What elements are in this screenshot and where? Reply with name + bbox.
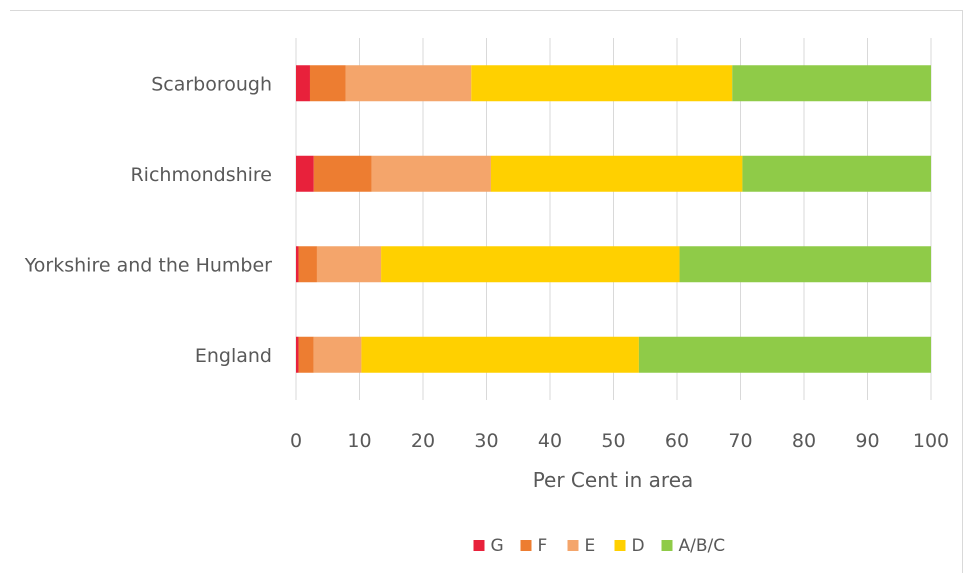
- category-label: Scarborough: [151, 73, 272, 95]
- bar-segment-abc: [638, 336, 931, 373]
- bars: [296, 65, 931, 373]
- bar-segment-e: [371, 155, 491, 192]
- bar-segment-f: [298, 246, 317, 283]
- bar-segment-e: [313, 336, 362, 373]
- bar-segment-abc: [732, 65, 931, 102]
- x-axis-title: Per Cent in area: [533, 468, 694, 492]
- bar-segment-d: [490, 155, 743, 192]
- bar-segment-abc: [679, 246, 931, 283]
- x-tick-label: 70: [728, 430, 752, 452]
- legend-label: D: [632, 536, 645, 556]
- bar-segment-f: [298, 336, 314, 373]
- bar-segment-f: [309, 65, 346, 102]
- x-tick-label: 40: [538, 430, 562, 452]
- chart-frame: [10, 10, 963, 573]
- bar-segment-d: [471, 65, 733, 102]
- x-tick-labels: 0 10 20 30 40 50 60 70 80 90 100: [290, 430, 949, 452]
- bar-segment-g: [296, 246, 299, 283]
- bar-segment-g: [296, 65, 310, 102]
- x-tick-label: 0: [290, 430, 302, 452]
- category-label: Richmondshire: [130, 164, 272, 186]
- legend-swatch: [661, 540, 673, 551]
- category-label: England: [195, 345, 272, 367]
- x-tick-label: 80: [792, 430, 816, 452]
- x-tick-label: 30: [474, 430, 498, 452]
- legend-label: E: [585, 536, 596, 556]
- bar-segment-g: [296, 155, 314, 192]
- bar-segment-g: [296, 336, 299, 373]
- legend-swatch: [567, 540, 579, 551]
- legend-swatch: [520, 540, 532, 551]
- legend-label: F: [538, 536, 548, 556]
- legend-swatch: [614, 540, 626, 551]
- category-label: Yorkshire and the Humber: [24, 254, 272, 276]
- legend-label: G: [491, 536, 504, 556]
- category-labels: Scarborough Richmondshire Yorkshire and th…: [24, 73, 272, 367]
- legend-swatch: [473, 540, 485, 551]
- bar-segment-e: [316, 246, 382, 283]
- bar-segment-f: [313, 155, 372, 192]
- x-tick-label: 20: [411, 430, 435, 452]
- x-tick-label: 60: [665, 430, 689, 452]
- bar-segment-abc: [742, 155, 931, 192]
- legend-label: A/B/C: [679, 536, 726, 556]
- legend: G F E D A/B/C: [473, 536, 726, 556]
- x-tick-label: 90: [855, 430, 879, 452]
- bar-segment-d: [361, 336, 639, 373]
- bar-segment-d: [381, 246, 680, 283]
- bar-segment-e: [345, 65, 472, 102]
- x-tick-label: 10: [347, 430, 371, 452]
- x-tick-label: 50: [601, 430, 625, 452]
- x-tick-label: 100: [913, 430, 949, 452]
